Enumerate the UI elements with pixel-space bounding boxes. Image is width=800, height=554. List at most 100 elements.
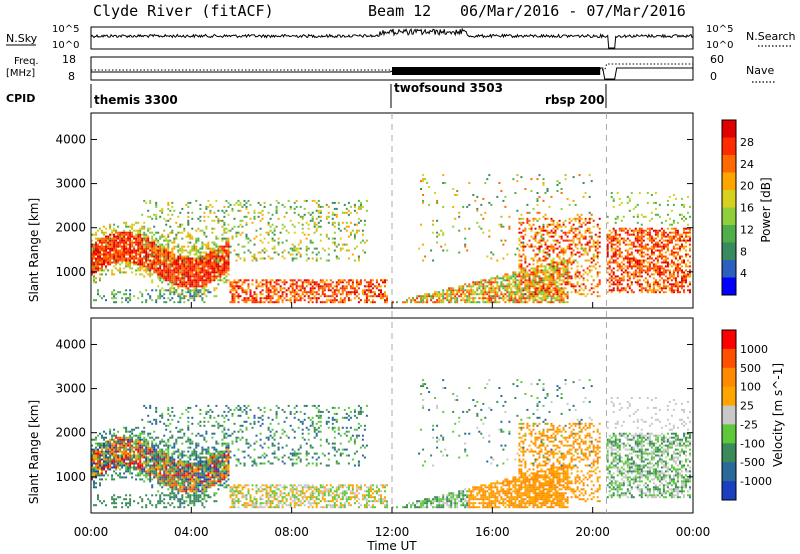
heatmap-cell (253, 211, 256, 214)
heatmap-cell (315, 285, 318, 288)
heatmap-cell (127, 233, 130, 236)
heatmap-cell (528, 223, 531, 226)
heatmap-cell (359, 279, 362, 282)
heatmap-cell (616, 253, 619, 256)
heatmap-cell (652, 291, 655, 294)
heatmap-cell (161, 251, 164, 254)
heatmap-cell (681, 217, 683, 220)
heatmap-cell (241, 283, 244, 286)
heatmap-cell (558, 182, 561, 184)
heatmap-cell (666, 199, 669, 202)
heatmap-cell (516, 285, 519, 288)
heatmap-cell (155, 231, 158, 234)
heatmap-cell (191, 259, 194, 262)
heatmap-cell (351, 291, 354, 294)
heatmap-cell (109, 255, 112, 258)
heatmap-cell (187, 277, 190, 280)
heatmap-cell (203, 287, 206, 290)
heatmap-cell (528, 227, 531, 230)
heatmap-cell (526, 295, 529, 298)
heatmap-cell (574, 235, 577, 238)
heatmap-cell (341, 291, 344, 294)
heatmap-cell (562, 223, 565, 226)
heatmap-cell (93, 253, 95, 256)
heatmap-cell (689, 255, 691, 258)
heatmap-cell (648, 257, 651, 260)
heatmap-cell (111, 446, 114, 449)
heatmap-cell (610, 277, 613, 280)
heatmap-cell (143, 249, 146, 252)
heatmap-cell (147, 293, 150, 296)
heatmap-cell (420, 295, 423, 298)
heatmap-cell (235, 283, 238, 286)
heatmap-cell (628, 265, 631, 268)
heatmap-cell (622, 275, 625, 278)
heatmap-cell (516, 273, 519, 276)
heatmap-cell (500, 239, 503, 242)
heatmap-cell (341, 247, 344, 250)
heatmap-cell (512, 291, 515, 294)
heatmap-cell (560, 263, 563, 266)
heatmap-cell (410, 299, 413, 302)
heatmap-cell (111, 237, 114, 240)
heatmap-cell (622, 279, 625, 282)
heatmap-cell (472, 297, 475, 300)
heatmap-cell (95, 245, 97, 248)
heatmap-cell (313, 247, 316, 250)
heatmap-cell (219, 261, 222, 264)
heatmap-cell (111, 444, 114, 447)
heatmap-cell (556, 287, 559, 290)
heatmap-cell (656, 233, 659, 236)
heatmap-cell (107, 243, 110, 246)
heatmap-cell (365, 297, 368, 300)
heatmap-cell (580, 217, 583, 220)
heatmap-cell (685, 279, 687, 282)
heatmap-cell (652, 273, 655, 276)
heatmap-cell (197, 275, 200, 278)
heatmap-cell (540, 239, 543, 242)
heatmap-cell (95, 237, 97, 240)
heatmap-cell (434, 291, 437, 294)
heatmap-cell (105, 504, 107, 507)
heatmap-cell (95, 446, 97, 449)
heatmap-cell (458, 291, 461, 294)
heatmap-cell (291, 281, 294, 284)
nsky-label: N.Sky (6, 32, 38, 45)
heatmap-cell (113, 247, 116, 250)
heatmap-cell (147, 263, 150, 266)
heatmap-cell (195, 287, 198, 290)
heatmap-cell (640, 245, 643, 248)
heatmap-cell (123, 257, 126, 260)
heatmap-cell (101, 454, 103, 457)
heatmap-cell (107, 261, 110, 264)
heatmap-cell (556, 247, 559, 250)
heatmap-cell (540, 289, 543, 292)
heatmap-cell (584, 287, 587, 290)
heatmap-cell (568, 245, 571, 248)
heatmap-cell (544, 273, 547, 276)
heatmap-cell (171, 291, 174, 294)
heatmap-cell (159, 243, 162, 246)
heatmap-cell (99, 446, 101, 449)
heatmap-cell (616, 269, 619, 272)
heatmap-cell (369, 295, 372, 298)
heatmap-cell (610, 271, 613, 274)
heatmap-cell (179, 225, 182, 228)
heatmap-cell (556, 289, 559, 292)
heatmap-cell (131, 239, 134, 242)
heatmap-cell (490, 289, 493, 292)
heatmap-cell (241, 287, 244, 290)
heatmap-cell (584, 231, 587, 234)
heatmap-cell (490, 291, 493, 294)
heatmap-cell (103, 249, 105, 252)
heatmap-cell (93, 484, 95, 487)
heatmap-cell (532, 217, 535, 220)
heatmap-cell (550, 219, 553, 222)
heatmap-cell (456, 194, 459, 196)
heatmap-cell (191, 257, 194, 260)
heatmap-cell (219, 273, 222, 276)
heatmap-cell (648, 289, 651, 292)
heatmap-cell (141, 259, 144, 262)
heatmap-cell (672, 285, 675, 288)
heatmap-cell (99, 466, 101, 469)
